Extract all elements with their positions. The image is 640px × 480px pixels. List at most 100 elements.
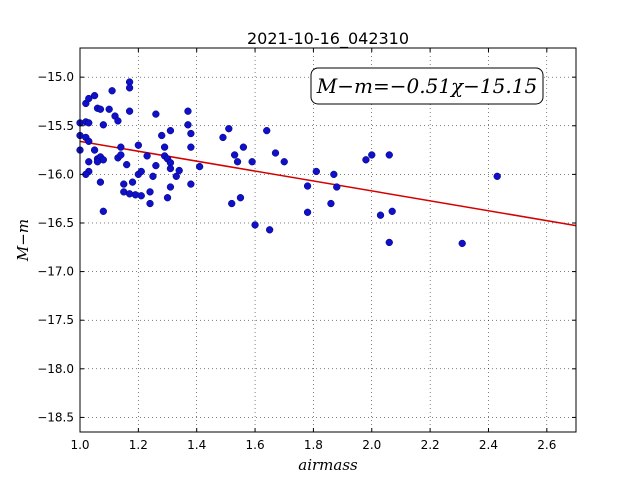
data-point xyxy=(385,238,393,247)
data-point xyxy=(160,143,169,151)
data-point xyxy=(105,105,113,113)
data-point xyxy=(117,151,125,159)
y-tick-label: −17.5 xyxy=(37,313,74,327)
data-point xyxy=(333,183,341,191)
data-point xyxy=(312,167,320,176)
data-point xyxy=(251,221,259,229)
data-point xyxy=(85,137,93,145)
y-tick-label: −16.5 xyxy=(37,216,74,230)
data-point xyxy=(187,143,195,151)
x-tick-label: 1.2 xyxy=(129,438,148,452)
data-point xyxy=(90,146,99,154)
data-point xyxy=(120,180,128,188)
data-point xyxy=(239,143,248,151)
x-tick-label: 1.6 xyxy=(246,438,265,452)
x-tick-label: 2.4 xyxy=(479,438,498,452)
data-point xyxy=(123,161,131,169)
y-tick-labels: −15.0 −15.5 −16.0 −16.5 −17.0 −17.5 −18.0 −18.5 xyxy=(37,70,74,424)
data-point xyxy=(108,87,116,95)
y-tick-label: −18.0 xyxy=(37,362,74,376)
data-point xyxy=(166,164,175,173)
data-point xyxy=(134,141,143,149)
data-point xyxy=(265,226,274,234)
data-point xyxy=(128,178,137,186)
x-tick-label: 1.8 xyxy=(304,438,323,452)
data-point xyxy=(152,110,160,118)
data-point xyxy=(263,126,271,135)
data-point xyxy=(248,158,256,166)
fit-line-layer xyxy=(79,140,577,227)
data-point xyxy=(163,194,172,202)
data-point xyxy=(85,94,93,103)
axis-ticks xyxy=(79,48,576,432)
data-point xyxy=(166,183,175,191)
y-axis-label: M−m xyxy=(14,219,32,262)
data-point xyxy=(96,105,105,113)
data-point xyxy=(195,162,204,171)
data-point xyxy=(271,149,280,157)
data-point xyxy=(93,158,102,166)
x-tick-label: 2.2 xyxy=(421,438,440,452)
data-point xyxy=(327,199,335,208)
data-point xyxy=(125,107,134,115)
data-point xyxy=(458,239,466,248)
data-point xyxy=(330,170,338,179)
plot-frame xyxy=(79,47,577,433)
data-point xyxy=(303,208,312,216)
data-point xyxy=(187,180,195,188)
scatter-points xyxy=(76,78,501,248)
data-point xyxy=(172,172,180,180)
y-tick-label: −17.0 xyxy=(37,265,74,279)
data-point xyxy=(388,207,396,215)
data-point xyxy=(146,188,154,196)
data-point xyxy=(166,126,175,135)
data-point xyxy=(117,143,125,151)
x-tick-label: 2.6 xyxy=(537,438,556,452)
data-point xyxy=(228,199,236,208)
data-point xyxy=(137,192,145,200)
data-point xyxy=(152,161,160,170)
data-point xyxy=(85,158,93,166)
y-tick-label: −15.0 xyxy=(37,70,74,84)
data-point xyxy=(219,133,227,142)
data-point xyxy=(225,125,233,133)
x-axis-label: airmass xyxy=(298,456,358,474)
data-point xyxy=(85,119,93,127)
x-tick-label: 1.0 xyxy=(70,438,89,452)
data-point xyxy=(385,151,393,159)
data-point xyxy=(303,182,312,190)
data-point xyxy=(149,172,157,180)
data-point xyxy=(230,151,239,159)
data-point xyxy=(99,207,107,215)
fit-equation: M−m=−0.51χ−15.15 xyxy=(316,74,537,98)
data-point xyxy=(184,107,192,115)
chart-title: 2021-10-16_042310 xyxy=(247,29,409,49)
y-tick-label: −18.5 xyxy=(37,410,74,424)
y-tick-label: −16.0 xyxy=(37,167,74,181)
data-point xyxy=(137,167,145,176)
x-tick-label: 1.4 xyxy=(187,438,206,452)
annotation-box: M−m=−0.51χ−15.15 xyxy=(310,67,544,105)
annotation-frame xyxy=(310,67,544,105)
data-point xyxy=(362,156,370,164)
fit-line xyxy=(79,140,577,227)
data-point xyxy=(143,152,151,160)
data-point xyxy=(114,117,122,125)
data-point xyxy=(187,129,195,138)
data-point xyxy=(368,151,376,159)
data-point xyxy=(493,172,501,180)
x-tick-labels: 1.0 1.2 1.4 1.6 1.8 2.0 2.2 2.4 2.6 xyxy=(70,438,556,452)
data-point xyxy=(99,121,107,129)
data-point xyxy=(96,178,105,186)
data-point xyxy=(146,199,154,208)
x-tick-label: 2.0 xyxy=(362,438,381,452)
data-point xyxy=(184,121,192,129)
data-point xyxy=(236,194,245,202)
data-point xyxy=(376,211,385,219)
data-point xyxy=(125,84,134,92)
data-point xyxy=(158,131,166,140)
data-point xyxy=(233,158,242,166)
grid-lines xyxy=(80,48,576,432)
data-point xyxy=(280,158,288,166)
